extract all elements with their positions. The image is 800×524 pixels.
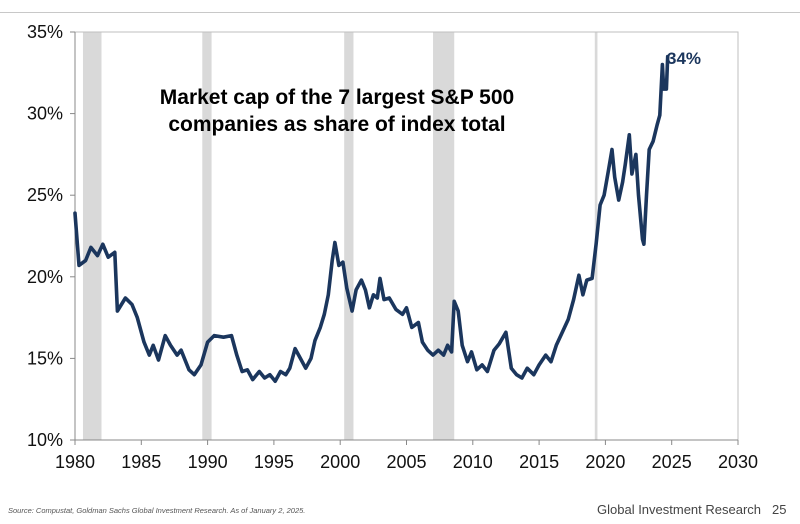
x-tick-label: 1990 (188, 452, 228, 472)
y-tick-label: 30% (27, 104, 63, 124)
end-value-label: 34% (667, 49, 701, 68)
x-tick-label: 1995 (254, 452, 294, 472)
y-tick-label: 20% (27, 267, 63, 287)
source-note: Source: Compustat, Goldman Sachs Global … (8, 506, 306, 515)
x-tick-label: 2025 (652, 452, 692, 472)
page-number: 25 (772, 502, 787, 517)
y-tick-label: 10% (27, 430, 63, 450)
recession-band (433, 32, 455, 440)
y-axis-ticks: 10% 15% 20% 25% 30% 35% (27, 22, 75, 450)
footer-brand: Global Investment Research (597, 502, 762, 517)
x-axis-ticks: 1980 1985 1990 1995 2000 2005 2010 2015 2020 2025… (55, 440, 758, 472)
x-tick-label: 2030 (718, 452, 758, 472)
x-tick-label: 2015 (519, 452, 559, 472)
series-line (73, 54, 670, 383)
chart-title-line-1: Market cap of the 7 largest S&P 500 (160, 86, 514, 109)
y-tick-label: 35% (27, 22, 63, 42)
x-tick-label: 2010 (453, 452, 493, 472)
recession-band (202, 32, 212, 440)
x-tick-label: 1980 (55, 452, 95, 472)
line-chart: 10% 15% 20% 25% 30% 35% 1980 1985 1990 1995 2000 2… (27, 22, 758, 472)
x-tick-label: 1985 (121, 452, 161, 472)
y-tick-label: 25% (27, 185, 63, 205)
recession-band (82, 32, 102, 440)
x-tick-label: 2000 (320, 452, 360, 472)
top-divider (0, 12, 800, 13)
recession-band (344, 32, 354, 440)
x-tick-label: 2005 (386, 452, 426, 472)
y-tick-label: 15% (27, 348, 63, 368)
chart-title-line-2: companies as share of index total (168, 113, 505, 136)
x-tick-label: 2020 (585, 452, 625, 472)
